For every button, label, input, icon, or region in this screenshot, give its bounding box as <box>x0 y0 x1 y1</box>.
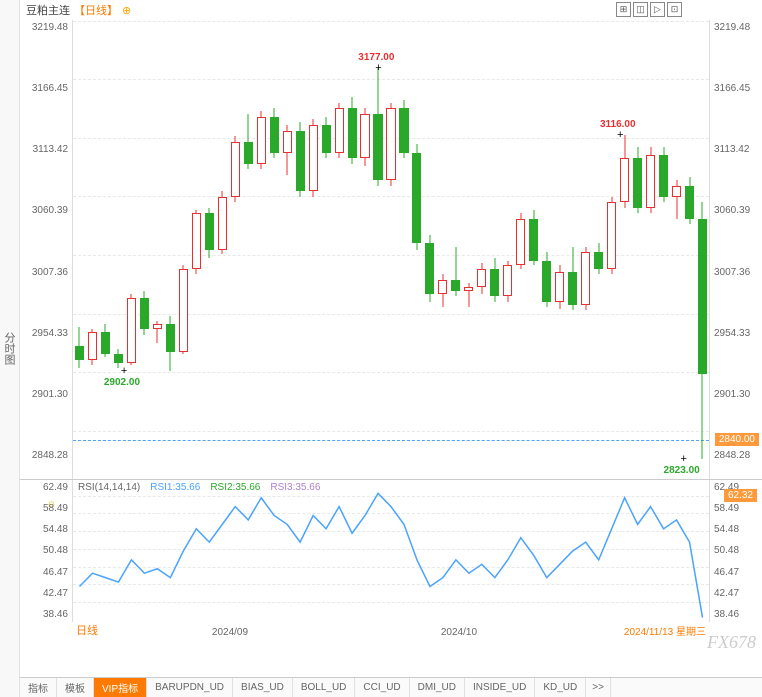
x-axis: 2024/09 2024/10 <box>72 622 710 640</box>
rsi-tick: 58.49 <box>714 503 762 514</box>
rsi-tick: 50.48 <box>20 545 68 556</box>
y-tick: 2848.28 <box>714 450 762 461</box>
y-tick: 2901.30 <box>20 389 68 400</box>
rsi-tick: 46.47 <box>20 567 68 578</box>
toolbar-icon-3[interactable]: ⊡ <box>667 2 682 17</box>
date-info: 2024/11/13 星期三 <box>624 623 706 638</box>
rsi-tick: 46.47 <box>714 567 762 578</box>
y-tick: 3219.48 <box>714 22 762 33</box>
indicator-tab-7[interactable]: DMI_UD <box>410 678 465 697</box>
y-tick: 3060.39 <box>20 205 68 216</box>
rsi-chart[interactable]: RSI(14,14,14)RSI1:35.66RSI2:35.66RSI3:35… <box>20 480 762 640</box>
indicator-tabs: 指标模板VIP指标BARUPDN_UDBIAS_UDBOLL_UDCCI_UDD… <box>20 677 762 697</box>
expand-icon[interactable]: ⊕ <box>122 4 131 17</box>
toolbar-icon-2[interactable]: ▷ <box>650 2 665 17</box>
y-tick: 3007.36 <box>20 267 68 278</box>
chart-area: 3219.48 3166.45 3113.42 3060.39 3007.36 2954.… <box>20 20 762 677</box>
period-bottom-label: 日线 <box>76 622 98 638</box>
indicator-tab-2[interactable]: VIP指标 <box>94 678 147 697</box>
toolbar-icon-0[interactable]: ⊞ <box>616 2 631 17</box>
y-tick: 2848.28 <box>20 450 68 461</box>
indicator-tab-5[interactable]: BOLL_UD <box>293 678 356 697</box>
indicator-tab-0[interactable]: 指标 <box>20 678 57 697</box>
x-tick: 2024/09 <box>212 627 248 638</box>
indicator-tab-3[interactable]: BARUPDN_UD <box>147 678 233 697</box>
rsi-tick: 50.48 <box>714 545 762 556</box>
rsi-tick: 38.46 <box>714 609 762 620</box>
y-axis-right: 3219.48 3166.45 3113.42 3060.39 3007.36 2954.… <box>710 20 762 479</box>
x-tick: 2024/10 <box>441 627 477 638</box>
rsi-y-right: 62.4958.4954.4850.4846.4742.4738.46 <box>710 480 762 640</box>
indicator-tab-9[interactable]: KD_UD <box>535 678 586 697</box>
y-tick: 3219.48 <box>20 22 68 33</box>
y-tick: 3166.45 <box>20 83 68 94</box>
price-annotation: 2823.00 <box>664 465 700 476</box>
period-label: 【日线】 <box>74 2 118 18</box>
sidebar-item-0[interactable]: 分时图 <box>0 0 19 697</box>
chart-toolbar: ⊞◫▷⊡ <box>616 2 682 17</box>
more-indicators[interactable]: >> <box>586 678 611 697</box>
rsi-tick: 54.48 <box>714 524 762 535</box>
rsi-tick: 54.48 <box>20 524 68 535</box>
price-annotation: 2902.00 <box>104 377 140 388</box>
rsi-tick: 62.49 <box>20 482 68 493</box>
indicator-tab-4[interactable]: BIAS_UD <box>233 678 293 697</box>
y-tick: 3113.42 <box>20 144 68 155</box>
symbol-name: 豆粕主连 <box>26 2 70 18</box>
rsi-tick: 38.46 <box>20 609 68 620</box>
y-tick: 3007.36 <box>714 267 762 278</box>
y-tick: 2954.33 <box>20 328 68 339</box>
indicator-tab-1[interactable]: 模板 <box>57 678 94 697</box>
rsi-plot[interactable]: 62.32 <box>72 480 710 622</box>
price-plot[interactable]: 2840.002902.00+3177.00+3116.00+2823.00+ <box>72 20 710 479</box>
indicator-tab-6[interactable]: CCI_UD <box>355 678 409 697</box>
y-tick: 2954.33 <box>714 328 762 339</box>
watermark: FX678 <box>707 632 756 653</box>
y-tick: 3113.42 <box>714 144 762 155</box>
main-area: 豆粕主连 【日线】 ⊕ ⊞◫▷⊡ 3219.48 3166.45 3113.42 30… <box>20 0 762 697</box>
y-tick: 3166.45 <box>714 83 762 94</box>
rsi-tick: 42.47 <box>20 588 68 599</box>
chart-title-row: 豆粕主连 【日线】 ⊕ ⊞◫▷⊡ <box>20 0 762 20</box>
current-price-tag: 2840.00 <box>715 433 759 446</box>
rsi-current-tag: 62.32 <box>724 489 757 502</box>
y-axis-left: 3219.48 3166.45 3113.42 3060.39 3007.36 2954.… <box>20 20 72 479</box>
sidebar: 分时图K线图闪电图合约资料 <box>0 0 20 697</box>
toolbar-icon-1[interactable]: ◫ <box>633 2 648 17</box>
rsi-y-left: 62.49 58.49 54.48 50.48 46.47 42.47 38.46 <box>20 480 72 640</box>
y-tick: 2901.30 <box>714 389 762 400</box>
candlestick-chart[interactable]: 3219.48 3166.45 3113.42 3060.39 3007.36 2954.… <box>20 20 762 480</box>
rsi-tick: 58.49 <box>20 503 68 514</box>
rsi-tick: 42.47 <box>714 588 762 599</box>
y-tick: 3060.39 <box>714 205 762 216</box>
indicator-tab-8[interactable]: INSIDE_UD <box>465 678 535 697</box>
